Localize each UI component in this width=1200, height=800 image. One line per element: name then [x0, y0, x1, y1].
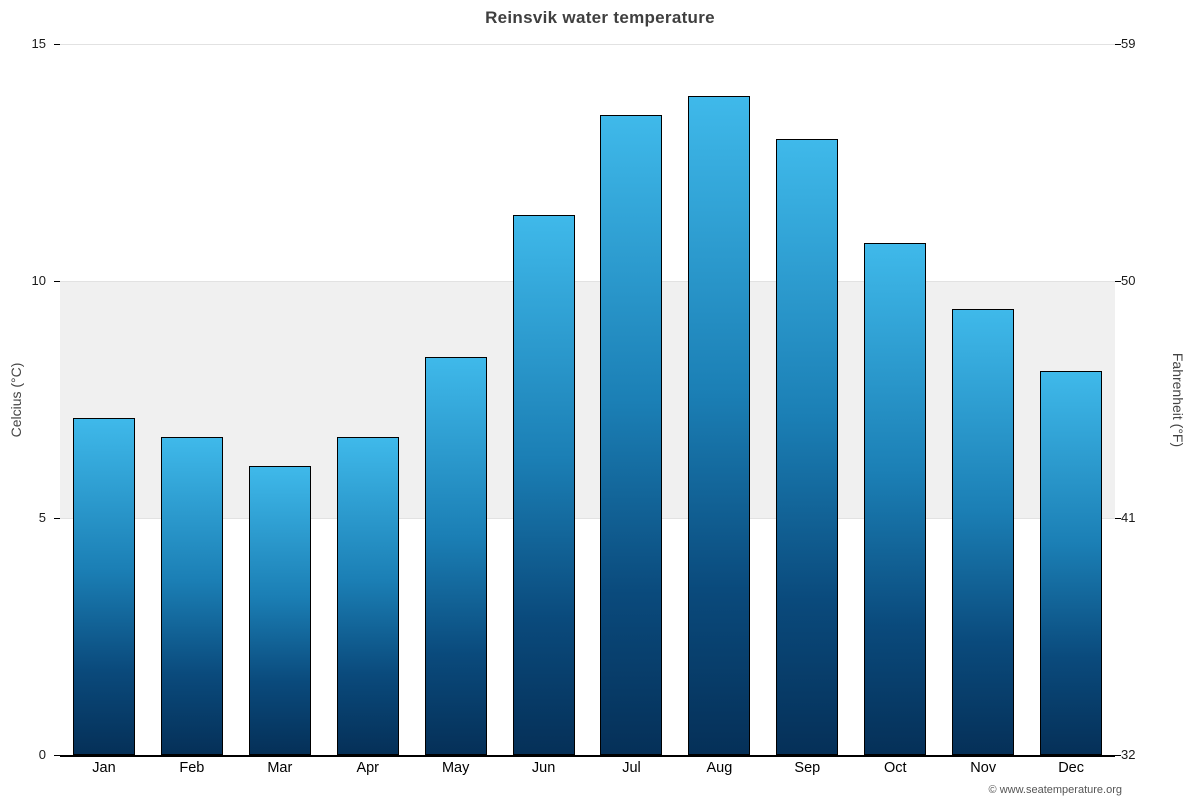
x-axis-labels: Jan Feb Mar Apr May Jun Jul Aug Sep Oct Nov Dec	[60, 760, 1115, 786]
x-tick-label: Oct	[883, 760, 907, 776]
bar-jun	[512, 214, 575, 755]
bar-jul	[600, 115, 663, 755]
tick-mark	[54, 280, 60, 282]
y-tick-label: 10	[31, 273, 46, 289]
tick-mark	[1115, 754, 1121, 756]
plot-area	[54, 43, 1121, 757]
gridline	[60, 517, 1115, 519]
tick-mark	[54, 43, 60, 45]
chart-title: Reinsvik water temperature	[485, 8, 715, 27]
bar-slot	[763, 44, 851, 755]
y-tick-label: 50	[1121, 273, 1136, 289]
tick-mark	[54, 754, 60, 756]
bar-oct	[864, 243, 927, 755]
bar-jan	[72, 418, 135, 755]
tick-mark	[1115, 517, 1121, 519]
y-tick-label: 32	[1121, 747, 1136, 762]
bar-slot	[500, 44, 588, 755]
y-tick-label: 0	[38, 747, 46, 762]
x-tick-label: Apr	[356, 760, 380, 776]
gridline	[60, 43, 1115, 45]
x-tick-label: Jun	[531, 760, 556, 776]
bar-dec	[1040, 371, 1103, 755]
bar-sep	[776, 138, 839, 755]
bar-mar	[248, 465, 311, 755]
y-tick-label: 41	[1121, 510, 1136, 526]
x-tick-label: Feb	[179, 760, 205, 776]
tick-mark	[1115, 43, 1121, 45]
bar-aug	[688, 96, 751, 755]
y-axis-left: 0 5 10 15	[0, 36, 52, 762]
bar-slot	[675, 44, 763, 755]
bar-slot	[851, 44, 939, 755]
bar-nov	[952, 309, 1015, 755]
plot-band-5-10	[60, 281, 1115, 518]
bar-slot	[236, 44, 324, 755]
bars-row	[60, 44, 1115, 755]
x-tick-label: Jan	[92, 760, 116, 776]
x-tick-label: May	[441, 760, 470, 776]
bar-apr	[336, 437, 399, 755]
y-tick-label: 15	[31, 36, 46, 51]
bar-feb	[160, 437, 223, 755]
bar-slot	[412, 44, 500, 755]
bar-slot	[588, 44, 676, 755]
bar-slot	[939, 44, 1027, 755]
x-tick-label: Aug	[706, 760, 733, 776]
y-tick-label: 5	[38, 510, 46, 526]
x-tick-label: Sep	[794, 760, 821, 776]
x-tick-label: Nov	[970, 760, 997, 776]
x-tick-label: Dec	[1058, 760, 1084, 776]
attribution-link[interactable]: © www.seatemperature.org	[988, 784, 1122, 796]
bar-slot	[1027, 44, 1115, 755]
bar-may	[424, 356, 487, 755]
y-tick-label: 59	[1121, 36, 1136, 51]
y-axis-right: 32 41 50 59	[1121, 36, 1181, 762]
bar-slot	[60, 44, 148, 755]
bar-slot	[148, 44, 236, 755]
bar-slot	[324, 44, 412, 755]
x-tick-label: Mar	[267, 760, 293, 776]
gridline	[60, 280, 1115, 282]
tick-mark	[54, 517, 60, 519]
x-tick-label: Jul	[622, 760, 641, 776]
tick-mark	[1115, 280, 1121, 282]
